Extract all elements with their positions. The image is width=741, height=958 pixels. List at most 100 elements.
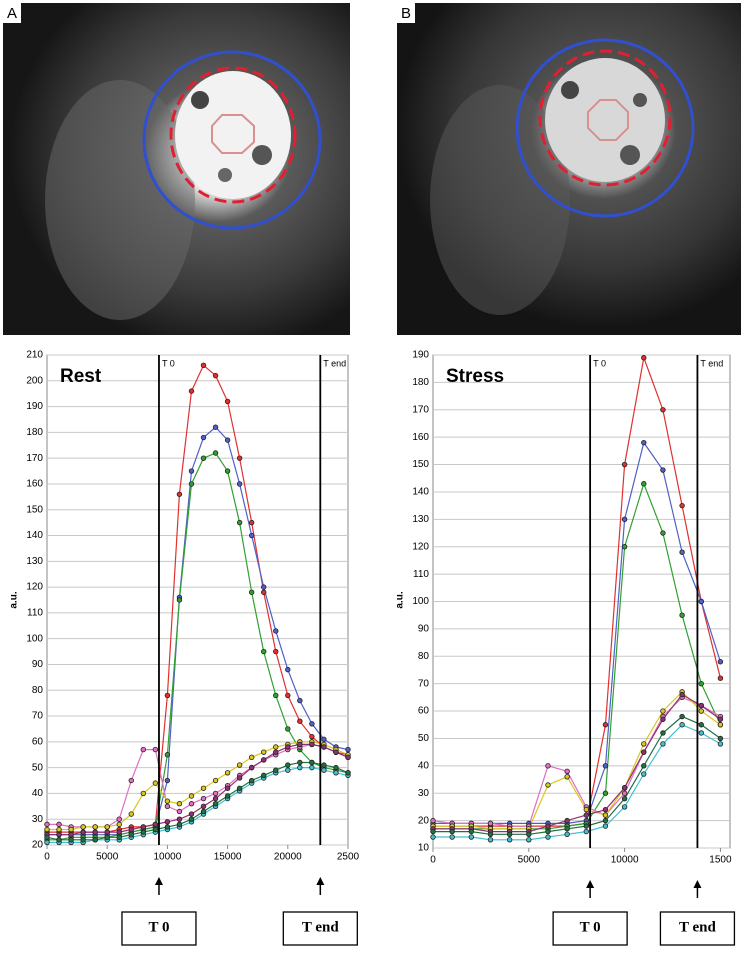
y-tick-label: 40 [418,760,430,771]
data-point [152,821,159,828]
data-point [236,785,243,791]
data-point [176,808,183,815]
y-tick-label: 140 [412,487,429,498]
data-point [641,741,647,747]
data-point [468,834,475,840]
data-point [621,790,628,796]
data-point [200,795,207,802]
data-point [224,770,231,776]
data-point [164,824,171,830]
y-tick-label: 180 [26,427,43,438]
y-tick-label: 190 [412,350,429,361]
chart: 10 20 30 40 50 60 70 80 90 100 110 120 130 140 150 160 1… [395,350,736,946]
y-axis-label: a.u. [9,591,20,608]
data-point [321,762,327,768]
y-tick-label: 60 [418,706,430,717]
data-point [128,826,134,833]
series-line [433,715,721,835]
data-point [56,826,62,833]
data-point [449,834,455,840]
callout-arrowhead [316,877,325,885]
data-point [564,817,570,824]
data-point [140,829,147,835]
callout-arrowhead [693,880,702,888]
y-tick-label: 170 [26,453,43,464]
data-point [430,817,436,824]
data-point [285,666,291,673]
data-point [273,648,279,655]
data-point [56,821,62,828]
data-point [68,826,74,833]
data-point [128,777,134,784]
y-tick-label: 100 [412,596,429,607]
marker-label: T 0 [593,358,606,368]
data-point [698,730,704,736]
y-tick-label: 60 [32,736,44,747]
callout-box [282,911,358,946]
data-point [545,782,551,788]
data-point [487,820,494,827]
data-point [200,434,207,441]
data-point [92,829,98,835]
data-point [717,735,724,742]
y-tick-label: 160 [26,479,43,490]
data-point [92,837,98,843]
data-point [212,795,219,802]
data-point [698,722,704,728]
data-point [176,597,183,603]
data-point [273,628,279,634]
marker-label: T end [323,358,346,368]
y-tick-label: 180 [412,377,429,388]
data-point [297,718,303,724]
x-tick-label: 15000 [214,852,242,863]
data-point [273,767,279,773]
data-point [641,481,647,487]
data-point [660,741,666,747]
data-point [200,808,207,815]
y-axis-label: a.u. [395,591,406,608]
data-point [224,785,231,791]
data-point [660,730,666,736]
data-point [104,824,110,830]
marker-label: T 0 [162,358,175,368]
data-point [506,831,513,838]
data-point [44,821,50,828]
data-point [309,741,315,748]
data-point [261,648,267,655]
data-point [188,388,195,394]
y-tick-label: 20 [418,815,430,826]
y-tick-label: 50 [32,762,44,773]
data-point [321,767,327,773]
data-point [128,811,134,817]
data-point [116,834,122,840]
data-point [621,804,628,810]
data-point [641,355,647,361]
plot-area [46,354,349,846]
x-tick-label: 2500 [337,852,360,863]
data-point [152,826,159,833]
data-point [679,691,685,698]
data-point [261,757,267,763]
data-point [236,762,243,768]
y-tick-label: 120 [412,541,429,552]
y-tick-label: 50 [418,733,430,744]
data-point [56,831,62,838]
x-tick-label: 0 [44,852,50,863]
data-point [641,439,647,446]
data-point [188,481,195,487]
data-point [261,584,267,590]
data-point [44,839,50,846]
data-point [717,741,724,747]
callout-box [552,911,628,946]
data-point [698,680,704,687]
y-tick-label: 30 [418,788,430,799]
data-point [660,716,666,722]
data-point [200,455,207,461]
data-point [224,437,231,443]
x-tick-label: 5000 [518,855,541,866]
data-point [602,722,609,728]
y-tick-label: 120 [26,582,43,593]
marker-label: T end [700,358,723,368]
data-point [602,763,609,769]
